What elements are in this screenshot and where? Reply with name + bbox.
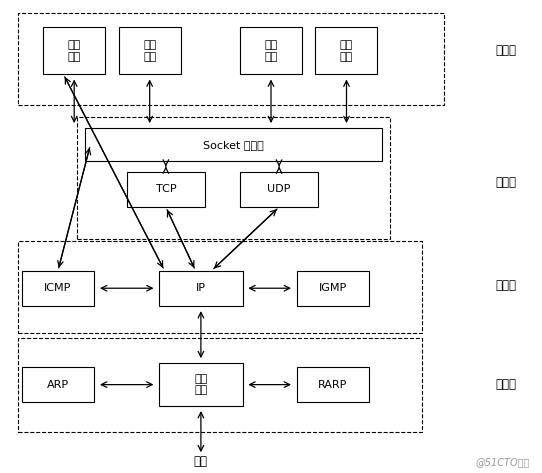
Text: 链路层: 链路层 bbox=[495, 378, 516, 391]
Text: @51CTO博客: @51CTO博客 bbox=[475, 457, 530, 467]
Text: UDP: UDP bbox=[267, 184, 291, 194]
Bar bbox=[17, 241, 422, 333]
Text: IP: IP bbox=[196, 283, 206, 293]
Bar bbox=[119, 27, 180, 74]
Bar bbox=[315, 27, 377, 74]
Bar bbox=[296, 367, 370, 402]
Text: 用户
进程: 用户 进程 bbox=[264, 40, 278, 61]
Bar bbox=[159, 271, 243, 306]
Bar bbox=[127, 172, 205, 207]
Text: 硬件
接口: 硬件 接口 bbox=[194, 374, 208, 395]
Bar bbox=[17, 13, 443, 105]
Text: TCP: TCP bbox=[156, 184, 176, 194]
Text: RARP: RARP bbox=[318, 380, 348, 390]
Bar bbox=[22, 367, 94, 402]
Text: 网络层: 网络层 bbox=[495, 280, 516, 292]
Bar bbox=[22, 271, 94, 306]
Text: 运输层: 运输层 bbox=[495, 176, 516, 189]
Bar bbox=[159, 363, 243, 406]
Text: 用户
进程: 用户 进程 bbox=[68, 40, 81, 61]
Bar bbox=[240, 172, 318, 207]
Text: 用户
进程: 用户 进程 bbox=[143, 40, 156, 61]
Bar bbox=[85, 128, 382, 161]
Bar bbox=[77, 116, 390, 239]
Text: 用户
进程: 用户 进程 bbox=[340, 40, 353, 61]
Text: ARP: ARP bbox=[47, 380, 69, 390]
Text: 应用层: 应用层 bbox=[495, 44, 516, 57]
Text: IGMP: IGMP bbox=[319, 283, 347, 293]
Text: Socket 抽象层: Socket 抽象层 bbox=[203, 140, 263, 150]
Text: ICMP: ICMP bbox=[44, 283, 72, 293]
Bar bbox=[17, 338, 422, 432]
Bar bbox=[240, 27, 302, 74]
Bar bbox=[296, 271, 370, 306]
Bar bbox=[43, 27, 105, 74]
Text: 媒体: 媒体 bbox=[194, 455, 208, 468]
